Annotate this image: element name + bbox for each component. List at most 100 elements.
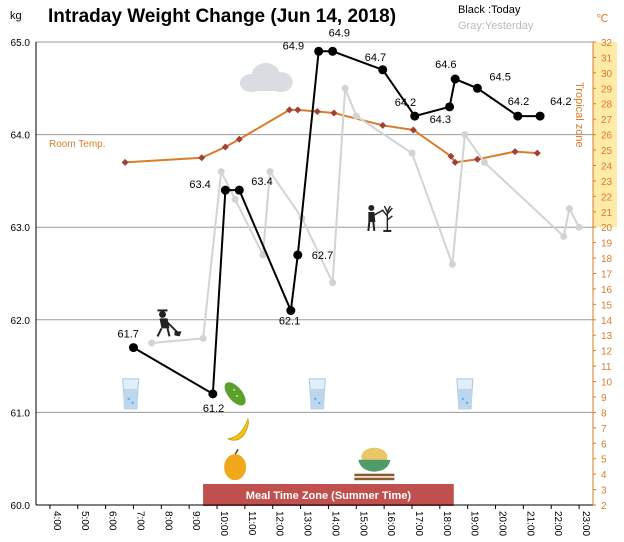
yesterday-point <box>448 260 456 268</box>
today-point <box>286 306 296 316</box>
y2-tick-label: 29 <box>601 84 613 95</box>
x-tick-label: 12:00 <box>274 511 285 536</box>
y2-tick-label: 32 <box>601 38 613 49</box>
yesterday-point <box>266 168 274 176</box>
data-labels: 61.7 61.2 63.4 63.4 62.1 62.7 64.9 64.9 64.7 64.2… <box>117 27 571 415</box>
x-tick-label: 20:00 <box>497 511 508 536</box>
banana-icon <box>226 417 249 441</box>
x-tick-label: 6:00 <box>107 511 118 531</box>
yesterday-point <box>575 223 583 231</box>
worker-head <box>159 310 167 318</box>
y-axis-ticks: 60.0 61.0 62.0 63.0 64.0 65.0 <box>11 38 31 512</box>
activity-icons <box>122 63 474 481</box>
yesterday-point <box>480 158 488 166</box>
yesterday-point <box>199 334 207 342</box>
glass-water <box>457 388 472 408</box>
data-label: 64.9 <box>283 40 304 52</box>
tropical-zone-band <box>593 42 617 228</box>
legend-today: Black :Today <box>458 4 521 16</box>
room-temp-point <box>533 149 541 157</box>
room-temp-point <box>294 106 302 114</box>
tropical-zone-label: Tropical zone <box>573 82 585 148</box>
y2-tick-label: 21 <box>601 208 613 219</box>
gardener-arm <box>373 209 384 216</box>
legend-yesterday: Gray:Yesterday <box>458 20 534 32</box>
x-tick-label: 7:00 <box>134 511 145 531</box>
bowl-body <box>358 459 391 472</box>
y2-tick-label: 12 <box>601 347 613 358</box>
today-point <box>234 185 244 195</box>
room-temp-point <box>121 158 129 166</box>
x-tick-label: 23:00 <box>580 511 591 536</box>
chart-title: Intraday Weight Change (Jun 14, 2018) <box>48 6 396 27</box>
yesterday-point <box>565 205 573 213</box>
y2-tick-label: 4 <box>601 470 607 481</box>
gardener-body <box>368 211 376 222</box>
yesterday-point <box>408 149 416 157</box>
banana-body <box>226 417 249 441</box>
today-point <box>450 74 460 84</box>
glass-bubble <box>131 401 134 405</box>
cloud-icon <box>239 63 293 93</box>
y2-tick-label: 17 <box>601 270 613 281</box>
yesterday-point <box>148 339 156 347</box>
x-tick-label: 9:00 <box>190 511 201 531</box>
x-tick-label: 21:00 <box>524 511 535 536</box>
y2-tick-label: 6 <box>601 439 607 450</box>
y2-tick-label: 15 <box>601 300 613 311</box>
water-glass-icon <box>122 378 140 410</box>
y-axis-label: kg <box>10 10 22 22</box>
x-tick-label: 10:00 <box>218 511 229 536</box>
cucumber-seed <box>233 388 236 391</box>
yesterday-point <box>461 131 469 139</box>
cucumber-icon <box>224 382 246 406</box>
room-temp-point <box>451 158 459 166</box>
y2-tick-label: 14 <box>601 316 613 327</box>
y-tick-label: 63.0 <box>11 223 31 234</box>
room-temp-point <box>313 107 321 115</box>
x-tick-label: 14:00 <box>329 511 340 536</box>
glass-bubble <box>314 397 317 401</box>
glass-water <box>310 388 325 408</box>
y2-tick-label: 28 <box>601 100 613 111</box>
y-tick-label: 61.0 <box>11 408 31 419</box>
gardener-head <box>368 204 375 211</box>
yesterday-point <box>259 251 267 259</box>
data-label: 64.2 <box>550 96 571 108</box>
y2-tick-label: 9 <box>601 393 607 404</box>
x-tick-label: 4:00 <box>51 511 62 531</box>
today-point <box>410 111 420 121</box>
x-tick-label: 13:00 <box>302 511 313 536</box>
data-label: 64.5 <box>489 71 510 83</box>
chopstick <box>354 473 395 477</box>
glass-water <box>123 388 138 408</box>
room-temp-point <box>330 109 338 117</box>
data-label: 64.7 <box>365 52 386 64</box>
yesterday-point <box>329 279 337 287</box>
data-label: 62.1 <box>279 316 300 328</box>
today-point <box>208 389 218 399</box>
data-label: 61.2 <box>203 403 224 415</box>
today-point <box>314 46 324 56</box>
y2-tick-label: 25 <box>601 146 613 157</box>
yesterday-point <box>341 84 349 92</box>
y2-axis-ticks: 2345678910111213141516171819202122232425… <box>593 38 613 512</box>
tree-branches <box>381 205 393 231</box>
x-tick-label: 19:00 <box>469 511 480 536</box>
today-point <box>328 46 338 56</box>
yesterday-series <box>148 84 583 347</box>
glass-bubble <box>318 401 321 405</box>
today-point <box>128 343 138 353</box>
y2-tick-label: 18 <box>601 254 613 265</box>
y2-tick-label: 2 <box>601 501 607 512</box>
chopstick <box>354 477 395 481</box>
room-temp-series <box>121 106 541 166</box>
room-temp-point <box>379 121 387 129</box>
y2-tick-label: 31 <box>601 53 613 64</box>
today-point <box>472 83 482 93</box>
data-label: 64.3 <box>430 114 451 126</box>
y2-tick-label: 26 <box>601 131 613 142</box>
yesterday-point <box>217 168 225 176</box>
data-label: 64.2 <box>395 97 416 109</box>
x-axis-ticks: 4:00 5:00 6:00 7:00 8:00 9:00 10:00 11:00 12:00 1… <box>49 505 591 536</box>
